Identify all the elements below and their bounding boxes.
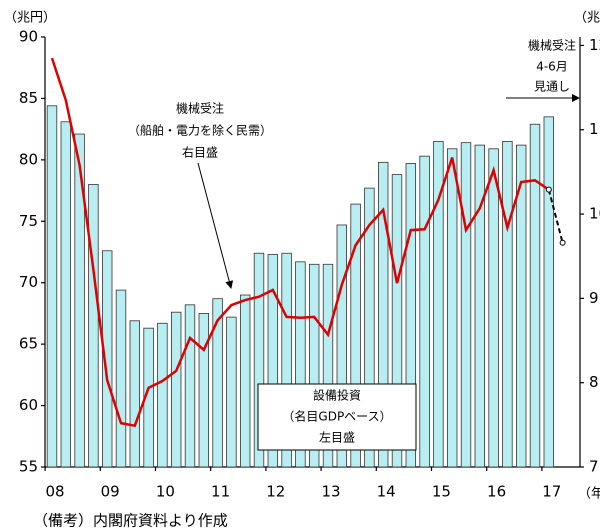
bar (391, 174, 403, 468)
plot: 55 60 65 70 75 80 85 90 7 8 9 10 11 12 08 09 10 11 12 13 14 1… (19, 28, 600, 501)
y2-tick-label: 9 (589, 289, 599, 307)
annotation: 4-6月 (536, 60, 568, 74)
line (50, 57, 550, 428)
x-tick-label: 13 (321, 483, 340, 501)
bar (253, 252, 265, 468)
annotation: （名目GDPベース） (282, 409, 391, 424)
annotation: 左目盛 (319, 430, 355, 445)
bar (474, 144, 486, 468)
bar (377, 161, 389, 468)
right-unit: （兆円） (574, 11, 600, 26)
annotation: 右目盛 (182, 145, 218, 160)
y-tick-label: 65 (19, 335, 38, 353)
bar (405, 163, 417, 468)
x-tick-label: 14 (377, 483, 396, 501)
bar (433, 141, 444, 468)
y-tick-label: 80 (19, 150, 38, 168)
bar (102, 250, 113, 468)
bar (364, 187, 375, 468)
bar (170, 311, 182, 468)
bar (239, 294, 251, 468)
x-tick-label: 16 (487, 483, 506, 501)
bar (502, 141, 513, 468)
bar (226, 316, 237, 468)
x-tick-label: 17 (542, 483, 561, 501)
bar (281, 252, 292, 468)
annotation: 機械受注 (528, 38, 576, 53)
bar (529, 123, 541, 468)
bar (129, 320, 141, 468)
bar (446, 148, 458, 468)
x-tick-label: 10 (156, 483, 175, 501)
bar (488, 148, 499, 468)
bar (115, 289, 127, 468)
bar (516, 144, 527, 468)
bar (212, 298, 223, 468)
note: （備考）内閣府資料より作成 (33, 512, 228, 530)
forecast-point (545, 186, 552, 193)
y2-tick-label: 12 (589, 36, 600, 54)
bar (157, 322, 168, 468)
bar (295, 261, 306, 468)
y-tick-label: 90 (19, 28, 38, 46)
y-tick-label: 60 (19, 396, 38, 414)
annotation: 見通し (534, 80, 570, 94)
bar (460, 142, 472, 468)
y2-tick-label: 7 (589, 458, 599, 476)
bar (74, 133, 85, 468)
annotation: 設備投資 (313, 388, 361, 403)
bar (308, 263, 320, 468)
y-tick-label: 55 (19, 458, 38, 476)
bar (88, 184, 99, 468)
bar (322, 263, 334, 468)
bar (336, 224, 348, 468)
x-tick-label: 15 (432, 483, 451, 501)
x-tick-label: 09 (101, 483, 120, 501)
y2-tick-label: 11 (589, 120, 600, 138)
y-tick-label: 70 (19, 273, 38, 291)
annotation-arrow (197, 162, 234, 289)
annotation: 機械受注 (176, 101, 224, 116)
x-tick-label: 08 (45, 483, 64, 501)
y-tick-label: 75 (19, 212, 38, 230)
y2-tick-label: 10 (589, 205, 600, 223)
x-tick-label: 11 (211, 483, 230, 501)
bar (419, 155, 430, 468)
forecast-point (559, 239, 566, 246)
x-tick-label: 12 (266, 483, 285, 501)
y2-tick-label: 8 (589, 373, 599, 391)
y-tick-label: 85 (19, 89, 38, 107)
bar (350, 203, 361, 468)
bar (543, 116, 555, 468)
bar (184, 304, 196, 468)
annotation: （船舶・電力を除く民需） (128, 123, 272, 138)
bar (198, 313, 210, 468)
forecast-line (547, 189, 564, 243)
bar (267, 254, 279, 468)
bar (46, 105, 58, 468)
bar (60, 121, 72, 468)
left-unit: （兆円） (4, 11, 56, 26)
x-unit: （年） (578, 487, 600, 502)
annotation-box (257, 383, 417, 451)
